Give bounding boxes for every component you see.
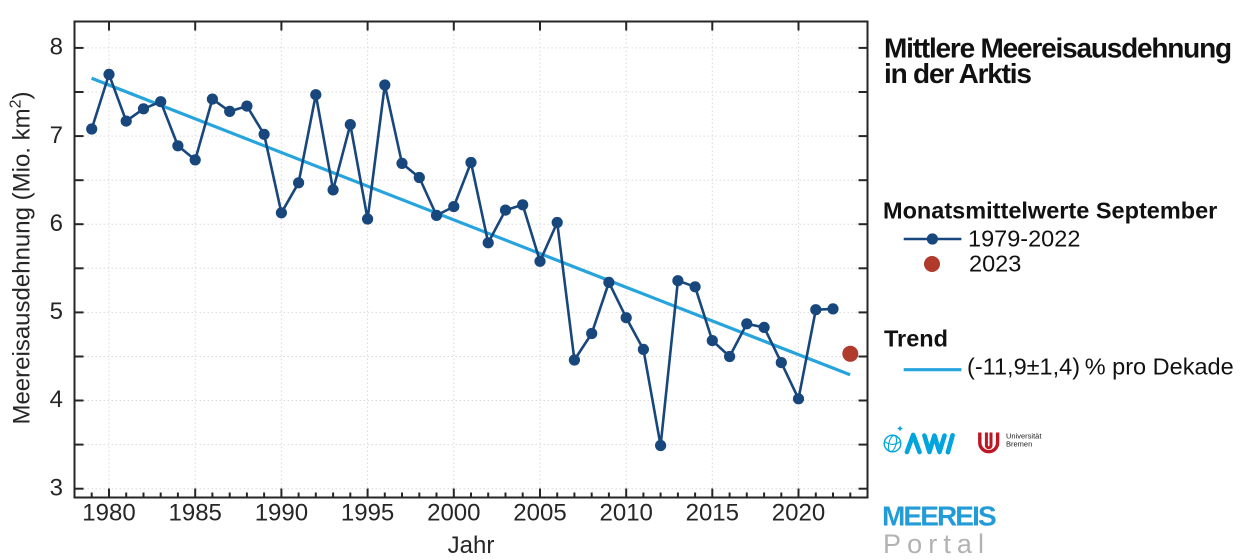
- svg-text:Trend: Trend: [884, 326, 948, 352]
- svg-text:3: 3: [50, 474, 63, 501]
- svg-text:Mittlere Meereisausdehnung: Mittlere Meereisausdehnung: [884, 33, 1231, 64]
- svg-text:8: 8: [50, 34, 63, 61]
- svg-text:2015: 2015: [686, 500, 739, 527]
- svg-text:MEEREIS: MEEREIS: [882, 501, 996, 532]
- svg-text:Universität: Universität: [1006, 432, 1042, 441]
- svg-text:1985: 1985: [169, 500, 222, 527]
- svg-text:Bremen: Bremen: [1006, 440, 1032, 449]
- svg-text:5: 5: [50, 298, 63, 325]
- svg-text:2005: 2005: [513, 500, 566, 527]
- svg-text:2023: 2023: [969, 251, 1021, 277]
- svg-text:1995: 1995: [341, 500, 394, 527]
- svg-text:2000: 2000: [427, 500, 480, 527]
- svg-text:Portal: Portal: [883, 529, 990, 559]
- svg-text:2010: 2010: [600, 500, 653, 527]
- svg-text:1979-2022: 1979-2022: [968, 226, 1080, 252]
- svg-text:4: 4: [50, 386, 63, 413]
- svg-text:7: 7: [50, 122, 63, 149]
- svg-text:1990: 1990: [255, 500, 308, 527]
- svg-text:1980: 1980: [82, 500, 135, 527]
- svg-text:(-11,9±1,4) % pro Dekade: (-11,9±1,4) % pro Dekade: [967, 353, 1234, 379]
- svg-text:Meereisausdehnung (Mio. km2): Meereisausdehnung (Mio. km2): [7, 91, 35, 424]
- svg-text:in der Arktis: in der Arktis: [884, 58, 1031, 89]
- svg-text:Monatsmittelwerte September: Monatsmittelwerte September: [883, 198, 1217, 224]
- svg-text:Jahr: Jahr: [448, 532, 495, 559]
- svg-text:6: 6: [50, 210, 63, 237]
- svg-text:2020: 2020: [772, 500, 825, 527]
